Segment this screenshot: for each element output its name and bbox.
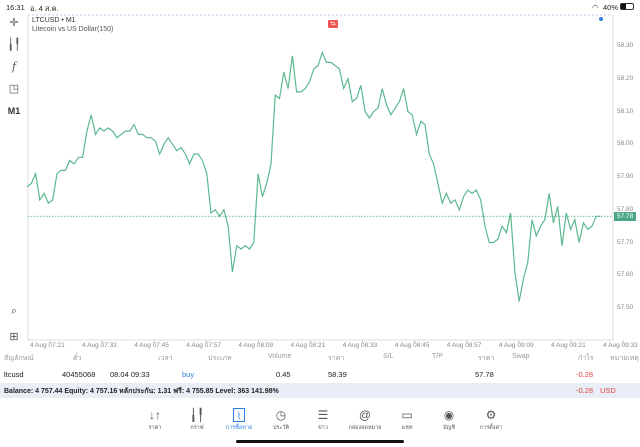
chart-marker-icon: [599, 17, 603, 21]
column-header[interactable]: S/L: [383, 353, 394, 360]
y-tick-label: 58.10: [617, 107, 634, 115]
position-type: buy: [182, 370, 195, 379]
status-date: อ. 4 ส.ค.: [30, 4, 59, 13]
y-tick-label: 58.00: [617, 140, 634, 148]
x-tick-label: 4 Aug 07:33: [82, 342, 117, 349]
column-header[interactable]: Volume: [268, 353, 292, 360]
y-tick-label: 57.90: [617, 173, 634, 180]
column-header[interactable]: ราคา: [478, 355, 495, 362]
column-header[interactable]: สัญลักษณ์: [4, 355, 34, 362]
trade-icon: ⌇: [233, 408, 245, 422]
function-icon[interactable]: f: [11, 60, 17, 73]
home-indicator: [236, 440, 404, 443]
tab-label: แชท: [401, 425, 413, 431]
tab-account[interactable]: ◉ บัญชี: [427, 408, 471, 432]
x-tick-label: 4 Aug 08:09: [238, 342, 274, 349]
balance-bar: Balance: 4 757.44 Equity: 4 757.16 หลักป…: [0, 383, 640, 398]
add-icon[interactable]: ⊞: [9, 331, 19, 343]
tab-label: ราคา: [148, 425, 162, 431]
tab-history[interactable]: ◷ ประวัติ: [259, 408, 303, 432]
account-icon: ◉: [443, 408, 455, 422]
tab-label: กล่องจดหมาย: [348, 425, 382, 431]
tab-news[interactable]: ☰ ข่าว: [301, 408, 345, 432]
chart-description: Litecoin vs US Dollar(150): [32, 26, 114, 33]
column-header[interactable]: T/P: [432, 353, 443, 360]
tab-mailbox[interactable]: @ กล่องจดหมาย: [343, 408, 387, 432]
position-volume: 0.45: [276, 370, 291, 379]
total-profit: -0.28: [576, 386, 594, 395]
one-click-trading-icon[interactable]: ⇆: [328, 20, 338, 28]
tab-label: ข่าว: [318, 425, 328, 431]
y-tick-label: 57.80: [617, 205, 634, 213]
y-tick-label: 57.70: [617, 238, 634, 246]
position-current-price: 57.78: [475, 370, 494, 379]
y-tick-label: 58.30: [617, 42, 634, 49]
tab-quotes[interactable]: ↓↑ ราคา: [133, 408, 177, 432]
x-tick-label: 4 Aug 09:33: [603, 342, 638, 349]
column-header[interactable]: หมายเหตุ: [610, 355, 639, 362]
price-series-line: [26, 50, 601, 302]
column-header[interactable]: Swap: [512, 353, 530, 360]
current-price-label: 57.78: [614, 211, 636, 221]
tab-chat[interactable]: ▭ แชท: [385, 408, 429, 432]
wifi-icon: ◠: [592, 3, 599, 12]
battery-level: 40%: [603, 3, 619, 12]
quotes-icon: ↓↑: [149, 408, 161, 422]
balance-text: Balance: 4 757.44 Equity: 4 757.16 หลักป…: [4, 388, 279, 395]
mailbox-icon: @: [358, 408, 372, 422]
settings-icon: ⚙: [485, 408, 497, 422]
chart-icon: ╽╿: [189, 408, 205, 422]
zoom-icon[interactable]: ⌕: [10, 305, 18, 317]
x-tick-label: 4 Aug 07:57: [186, 342, 221, 349]
tab-trade[interactable]: ⌇ การซื้อขาย: [217, 408, 261, 432]
y-tick-label: 57.60: [617, 271, 634, 279]
column-header[interactable]: ราคา: [328, 355, 345, 362]
column-header[interactable]: เวลา: [158, 355, 173, 362]
tab-label: บัญชี: [443, 425, 455, 431]
position-open-price: 58.39: [328, 370, 347, 379]
x-tick-label: 4 Aug 08:45: [394, 342, 430, 349]
shapes-icon[interactable]: ◳: [8, 83, 20, 95]
price-chart[interactable]: [0, 0, 640, 350]
column-header[interactable]: กำไร: [578, 355, 594, 362]
x-tick-label: 4 Aug 09:09: [498, 342, 534, 349]
tab-settings[interactable]: ⚙ การตั้งค่า: [469, 408, 513, 432]
x-tick-label: 4 Aug 07:21: [30, 342, 65, 349]
tab-label: กราฟ: [190, 425, 204, 431]
currency: USD: [600, 386, 616, 395]
news-icon: ☰: [317, 408, 329, 422]
tab-label: การตั้งค่า: [479, 425, 503, 431]
column-header[interactable]: ตั๋ว: [73, 355, 82, 362]
x-tick-label: 4 Aug 08:33: [342, 342, 378, 349]
x-tick-label: 4 Aug 08:57: [446, 342, 482, 349]
battery-icon: [620, 3, 634, 10]
crosshair-icon[interactable]: ✛: [9, 17, 19, 29]
timeframe-button[interactable]: M1: [7, 106, 21, 116]
position-symbol: ltcusd: [4, 370, 24, 379]
tab-label: การซื้อขาย: [225, 425, 253, 431]
chart-symbol[interactable]: LTCUSD • M1: [32, 17, 76, 24]
y-tick-label: 58.20: [617, 74, 634, 82]
x-tick-label: 4 Aug 08:21: [290, 342, 326, 349]
tab-chart[interactable]: ╽╿ กราฟ: [175, 408, 219, 432]
history-icon: ◷: [275, 408, 287, 422]
x-tick-label: 4 Aug 09:21: [551, 342, 586, 349]
tab-label: ประวัติ: [272, 425, 290, 431]
y-tick-label: 57.50: [617, 304, 634, 311]
status-time: 16:31: [6, 3, 25, 12]
candlestick-icon[interactable]: ╽╿: [7, 39, 21, 51]
position-time: 08.04 09:33: [110, 370, 150, 379]
chat-icon: ▭: [401, 408, 413, 422]
column-header[interactable]: ประเภท: [208, 355, 232, 362]
position-profit: -0.28: [576, 370, 594, 379]
position-ticket: 40455068: [62, 370, 96, 379]
x-tick-label: 4 Aug 07:45: [134, 342, 169, 349]
